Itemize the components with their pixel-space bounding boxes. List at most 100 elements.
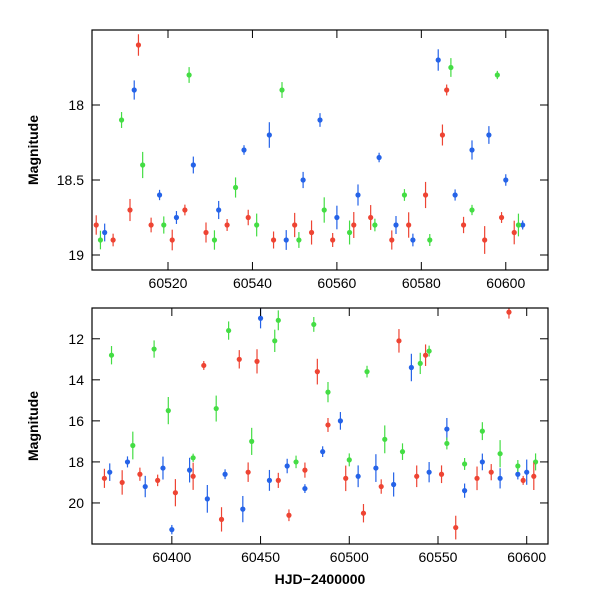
data-point — [435, 57, 441, 63]
data-point — [414, 473, 420, 479]
data-point — [378, 483, 384, 490]
data-point — [321, 207, 327, 213]
y-tick-label: 19 — [68, 247, 84, 263]
data-point — [156, 192, 163, 198]
data-point — [311, 321, 317, 328]
data-point — [498, 214, 505, 221]
data-point — [422, 192, 429, 198]
data-point — [186, 467, 193, 473]
data-point — [346, 457, 352, 463]
data-point — [155, 477, 161, 483]
data-point — [124, 459, 131, 465]
data-point — [497, 475, 503, 481]
x-tick-label: 60580 — [402, 275, 441, 291]
data-point — [186, 72, 192, 78]
x-tick-label: 60560 — [317, 275, 356, 291]
data-point — [469, 207, 475, 213]
data-point — [314, 369, 320, 375]
data-point — [444, 426, 450, 432]
data-point — [148, 222, 154, 228]
data-point — [302, 485, 308, 492]
data-point — [376, 154, 382, 161]
data-point — [272, 338, 278, 344]
data-point — [462, 461, 468, 467]
data-point — [142, 483, 148, 490]
x-tick-label: 60550 — [419, 549, 458, 565]
y-tick-label: 20 — [68, 495, 84, 511]
series-0 — [107, 308, 530, 535]
data-point — [462, 488, 468, 494]
data-point — [438, 471, 445, 477]
data-point — [453, 524, 459, 531]
data-point — [515, 471, 521, 477]
data-point — [218, 516, 225, 522]
data-point — [201, 362, 207, 369]
data-point — [190, 455, 196, 461]
data-point — [317, 117, 323, 123]
data-point — [506, 309, 512, 315]
y-tick-label: 18.5 — [57, 172, 84, 188]
data-point — [300, 177, 306, 183]
data-point — [254, 358, 260, 364]
data-point — [241, 147, 247, 153]
data-point — [119, 479, 125, 486]
y-tick-label: 12 — [68, 331, 84, 347]
data-point — [469, 147, 475, 153]
data-point — [482, 237, 488, 243]
data-point — [426, 469, 432, 475]
data-point — [346, 229, 353, 236]
data-point — [343, 475, 349, 481]
data-point — [408, 364, 414, 371]
data-point — [224, 222, 230, 228]
data-point — [275, 317, 281, 323]
data-point — [448, 64, 454, 71]
data-point — [531, 473, 537, 479]
data-point — [296, 237, 302, 243]
data-point — [515, 463, 521, 469]
y-axis-title: Magnitude — [25, 115, 41, 185]
data-point — [102, 229, 108, 236]
data-point — [240, 506, 246, 512]
data-point — [520, 477, 526, 483]
data-point — [160, 465, 166, 471]
series-1 — [108, 310, 539, 473]
data-point — [266, 477, 273, 483]
data-point — [417, 360, 423, 367]
data-point — [165, 408, 171, 414]
data-point — [275, 477, 281, 483]
data-point — [460, 222, 467, 228]
series-1 — [97, 58, 522, 250]
y-tick-label: 16 — [68, 413, 84, 429]
data-point — [452, 192, 458, 198]
data-point — [396, 338, 402, 344]
data-point — [203, 229, 209, 236]
x-tick-label: 60600 — [507, 549, 546, 565]
data-point — [292, 222, 298, 228]
data-point — [334, 214, 340, 221]
data-point — [257, 315, 264, 321]
data-point — [283, 237, 289, 243]
x-tick-label: 60540 — [233, 275, 272, 291]
x-axis-title: HJD−2400000 — [275, 571, 366, 587]
data-point — [302, 467, 308, 473]
data-point — [494, 72, 500, 78]
data-point — [130, 442, 136, 449]
data-point — [355, 192, 361, 198]
data-point — [249, 438, 255, 444]
data-point — [266, 132, 272, 138]
data-point — [172, 490, 178, 496]
plot-area — [101, 308, 539, 540]
x-tick-label: 60450 — [241, 549, 280, 565]
data-point — [173, 214, 180, 221]
data-point — [101, 475, 108, 481]
data-point — [368, 214, 374, 221]
data-point — [216, 207, 222, 213]
data-point — [427, 237, 433, 243]
data-point — [373, 465, 379, 471]
data-point — [293, 459, 299, 465]
series-0 — [102, 49, 526, 250]
data-point — [245, 214, 251, 221]
data-point — [135, 42, 142, 48]
data-point — [169, 237, 175, 243]
